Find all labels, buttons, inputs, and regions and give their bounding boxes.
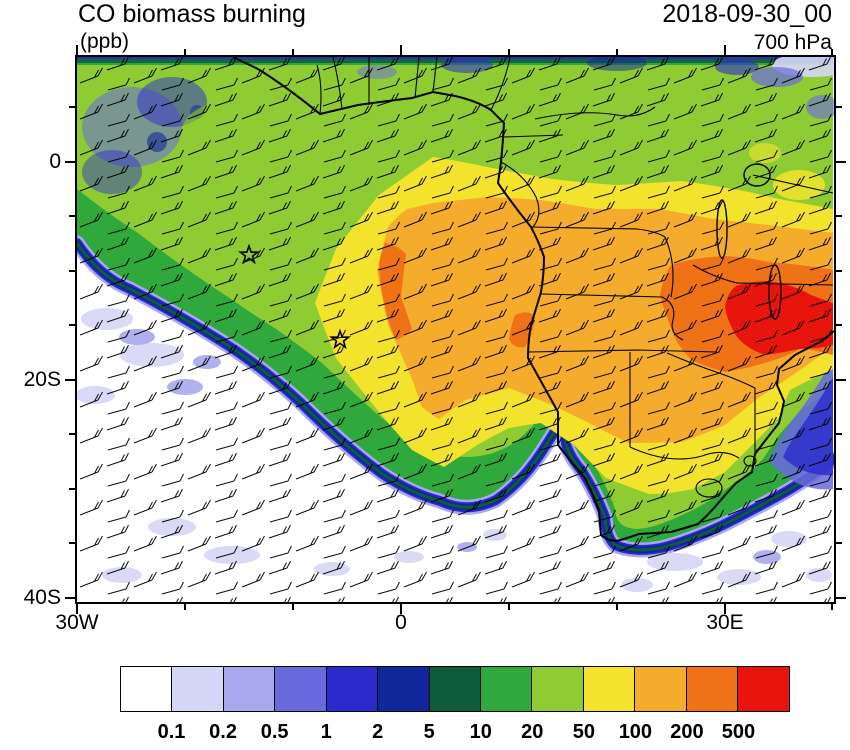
colorbar-tick-label: 100 — [618, 721, 653, 743]
colorbar-tick-label: 200 — [670, 721, 704, 743]
axis-tick — [508, 604, 510, 610]
axis-tick — [76, 604, 78, 614]
colorbar — [120, 666, 790, 712]
y-tick-label-0: 0 — [49, 150, 61, 173]
colorbar-box-4 — [325, 666, 379, 712]
colorbar-box-10 — [634, 666, 688, 712]
axis-tick — [836, 324, 842, 326]
colorbar-tick-label: 500 — [721, 721, 756, 743]
axis-tick — [292, 49, 294, 55]
axis-tick — [831, 49, 833, 55]
map-plot-area — [75, 55, 836, 604]
colorbar-tick-label: 0.1 — [157, 721, 186, 743]
star-marker-2 — [329, 328, 351, 350]
axis-tick — [831, 604, 833, 610]
colorbar-box-8 — [531, 666, 585, 712]
axis-tick — [508, 49, 510, 55]
valid-time-label: 2018-09-30_00 — [662, 0, 832, 28]
colorbar-box-11 — [685, 666, 739, 712]
colorbar-tick-label: 5 — [423, 721, 435, 743]
colorbar-tick-label: 20 — [521, 721, 544, 743]
wind-barbs-overlay — [77, 57, 834, 602]
axis-tick — [184, 604, 186, 610]
axis-tick — [69, 270, 75, 272]
y-tick-label-40s: 40S — [23, 586, 61, 609]
x-tick-label-30e: 30E — [706, 611, 744, 634]
colorbar-box-2 — [222, 666, 276, 712]
colorbar-tick-label: 1 — [320, 721, 332, 743]
colorbar-box-3 — [274, 666, 328, 712]
x-tick-label-30w: 30W — [55, 611, 99, 634]
axis-tick — [76, 45, 78, 55]
colorbar-tick-label: 50 — [572, 721, 595, 743]
axis-tick — [616, 49, 618, 55]
colorbar-box-1 — [171, 666, 225, 712]
colorbar-tick-label: 2 — [372, 721, 384, 743]
axis-tick — [836, 542, 842, 544]
axis-tick — [69, 488, 75, 490]
axis-tick — [836, 597, 846, 599]
axis-tick — [69, 324, 75, 326]
x-tick-label-0: 0 — [395, 611, 407, 634]
colorbar-tick-label: 10 — [469, 721, 492, 743]
axis-tick — [69, 433, 75, 435]
axis-tick — [836, 270, 842, 272]
colorbar-box-9 — [582, 666, 636, 712]
units-label: (ppb) — [80, 30, 130, 53]
colorbar-box-0 — [120, 666, 173, 712]
colorbar-box-7 — [479, 666, 533, 712]
axis-tick — [400, 604, 402, 614]
axis-tick — [65, 597, 75, 599]
pressure-level-label: 700 hPa — [753, 31, 832, 54]
axis-tick — [184, 49, 186, 55]
axis-tick — [836, 433, 842, 435]
axis-tick — [400, 45, 402, 55]
colorbar-tick-label: 0.2 — [209, 721, 237, 743]
plot-title: CO biomass burning — [78, 0, 306, 28]
axis-tick — [724, 604, 726, 614]
axis-tick — [616, 604, 618, 610]
axis-tick — [69, 215, 75, 217]
star-marker-1 — [238, 243, 260, 265]
colorbar-labels: 0.1 0.2 0.5 1 2 5 10 20 50 100 200 500 — [120, 721, 790, 748]
colorbar-tick-label: 0.5 — [260, 721, 289, 743]
axis-tick — [65, 161, 75, 163]
colorbar-box-6 — [428, 666, 482, 712]
axis-tick — [69, 542, 75, 544]
axis-tick — [836, 488, 842, 490]
axis-tick — [836, 379, 846, 381]
axis-tick — [69, 106, 75, 108]
axis-tick — [836, 106, 842, 108]
y-tick-label-20s: 20S — [23, 368, 61, 391]
colorbar-box-12 — [737, 666, 790, 712]
axis-tick — [836, 215, 842, 217]
axis-tick — [65, 379, 75, 381]
axis-tick — [724, 45, 726, 55]
axis-tick — [836, 161, 846, 163]
colorbar-box-5 — [377, 666, 431, 712]
map-canvas — [77, 57, 834, 602]
axis-tick — [292, 604, 294, 610]
